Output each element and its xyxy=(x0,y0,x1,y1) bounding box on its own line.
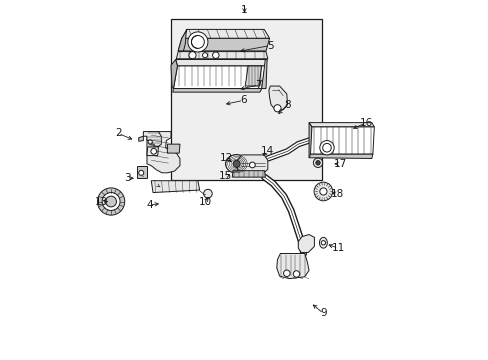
Polygon shape xyxy=(167,144,180,153)
Polygon shape xyxy=(310,127,373,154)
Text: 16: 16 xyxy=(359,118,372,128)
Polygon shape xyxy=(139,136,143,141)
Polygon shape xyxy=(261,59,266,89)
Circle shape xyxy=(273,105,281,112)
Circle shape xyxy=(321,240,325,245)
Polygon shape xyxy=(137,166,147,178)
Circle shape xyxy=(315,161,320,165)
Ellipse shape xyxy=(225,154,247,173)
Polygon shape xyxy=(232,171,265,177)
Polygon shape xyxy=(171,59,177,89)
Circle shape xyxy=(203,189,212,198)
Polygon shape xyxy=(143,132,161,147)
Polygon shape xyxy=(182,30,269,39)
Text: 5: 5 xyxy=(266,41,273,50)
Circle shape xyxy=(187,32,207,52)
Circle shape xyxy=(151,148,156,154)
Circle shape xyxy=(249,162,255,168)
Polygon shape xyxy=(308,123,311,158)
Circle shape xyxy=(97,188,124,215)
Text: 10: 10 xyxy=(198,197,211,207)
Circle shape xyxy=(188,51,196,59)
Circle shape xyxy=(139,170,143,175)
Polygon shape xyxy=(151,181,199,193)
Circle shape xyxy=(319,188,326,195)
Text: 7: 7 xyxy=(255,80,262,90)
Polygon shape xyxy=(276,253,308,279)
Circle shape xyxy=(105,196,116,207)
Text: 15: 15 xyxy=(219,171,232,181)
Circle shape xyxy=(313,182,332,201)
Circle shape xyxy=(102,193,120,211)
Text: 18: 18 xyxy=(330,189,344,199)
Text: 6: 6 xyxy=(240,95,246,105)
Text: 12: 12 xyxy=(220,153,233,163)
Polygon shape xyxy=(173,66,265,89)
Polygon shape xyxy=(244,66,261,86)
Polygon shape xyxy=(308,123,373,127)
Bar xyxy=(171,19,321,180)
Polygon shape xyxy=(268,86,287,110)
Circle shape xyxy=(319,140,333,155)
Text: 3: 3 xyxy=(124,173,131,183)
Text: 1: 1 xyxy=(241,5,247,15)
Text: 14: 14 xyxy=(261,146,274,156)
Polygon shape xyxy=(176,51,267,59)
Circle shape xyxy=(293,271,299,277)
Text: 8: 8 xyxy=(284,100,290,110)
Circle shape xyxy=(313,158,322,167)
Circle shape xyxy=(202,53,207,58)
Polygon shape xyxy=(147,147,158,156)
Polygon shape xyxy=(175,59,266,66)
Circle shape xyxy=(233,160,240,167)
Ellipse shape xyxy=(319,237,326,248)
Polygon shape xyxy=(147,132,180,173)
Polygon shape xyxy=(178,39,269,51)
Text: 2: 2 xyxy=(115,129,122,138)
Polygon shape xyxy=(308,154,372,158)
Polygon shape xyxy=(178,30,187,51)
Circle shape xyxy=(283,270,289,276)
Polygon shape xyxy=(298,234,314,252)
Text: 4: 4 xyxy=(146,200,152,210)
Circle shape xyxy=(212,52,219,58)
Text: 13: 13 xyxy=(94,197,107,207)
Text: 17: 17 xyxy=(333,159,346,169)
Text: 11: 11 xyxy=(331,243,345,253)
Polygon shape xyxy=(172,89,261,92)
Text: 9: 9 xyxy=(320,309,326,318)
Polygon shape xyxy=(237,155,267,174)
Circle shape xyxy=(148,140,152,144)
